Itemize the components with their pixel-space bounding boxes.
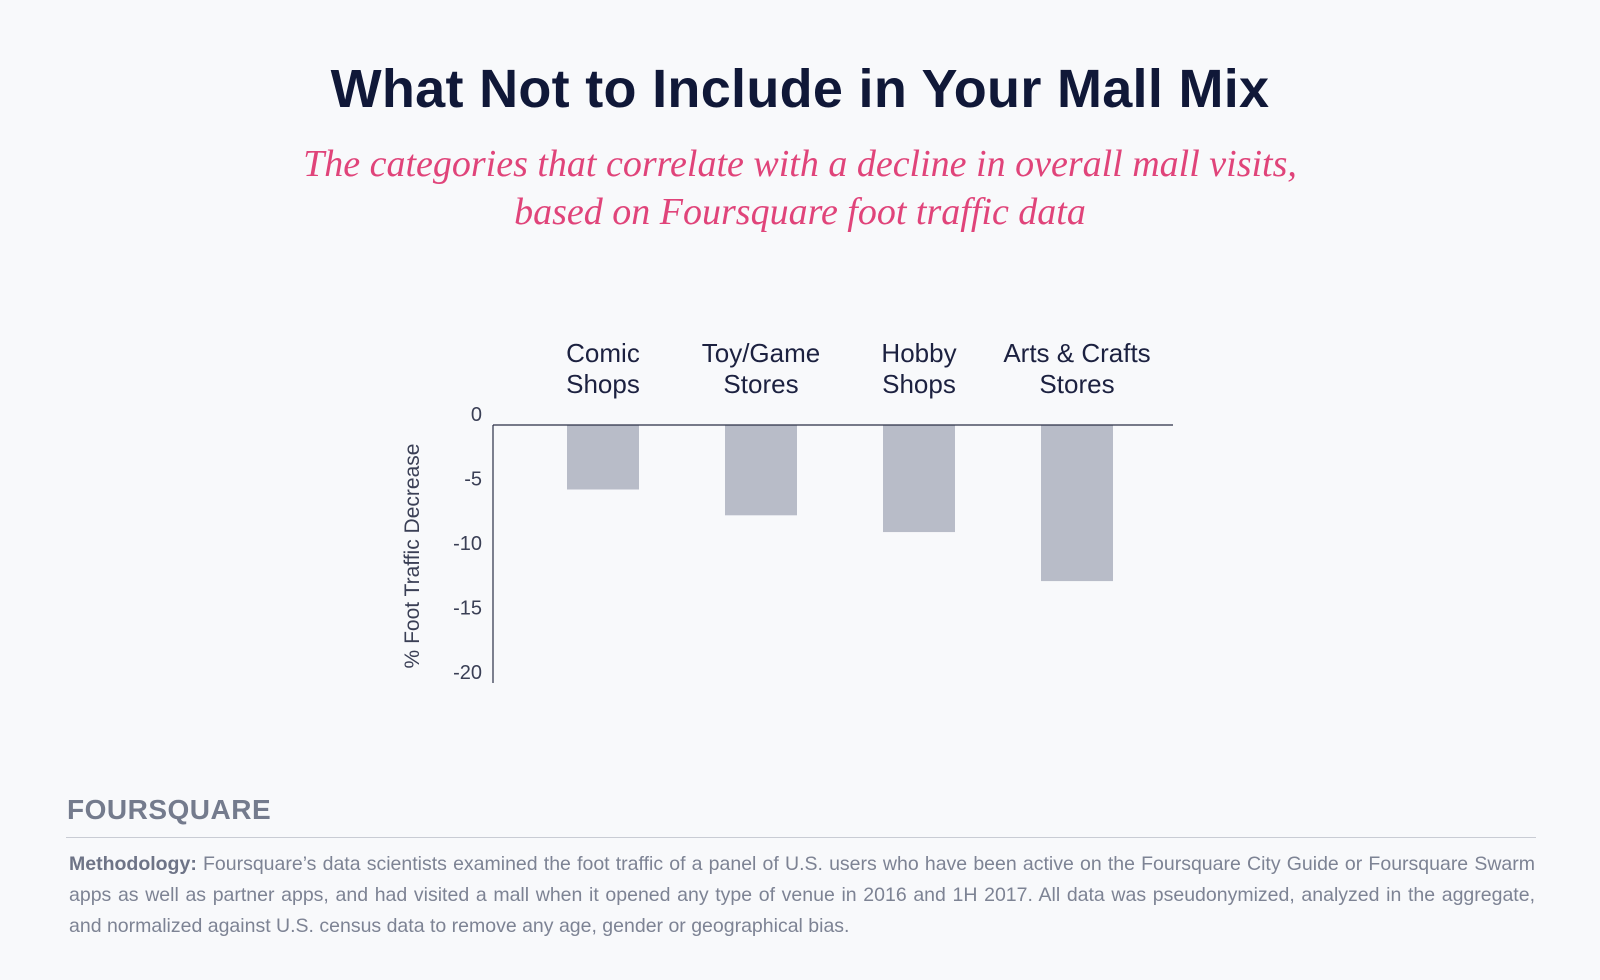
methodology-note: Methodology: Foursquare’s data scientist…: [69, 849, 1535, 942]
category-label-1-line-0: Toy/Game: [702, 338, 821, 368]
chart-title: What Not to Include in Your Mall Mix: [330, 59, 1270, 119]
y-tick-label-1: -5: [464, 469, 482, 491]
category-label-0-line-1: Shops: [566, 369, 640, 399]
foursquare-logo: FOURSQUARE: [67, 794, 272, 825]
bar-chart: 0 -5 -10 -15 -20 % Foot Traffic Decrease Comic…: [401, 338, 1173, 684]
methodology-label: Methodology:: [69, 853, 197, 875]
bar-0: [567, 425, 639, 490]
bar-1: [725, 425, 797, 516]
category-label-2-line-0: Hobby: [881, 338, 956, 368]
y-axis-label: % Foot Traffic Decrease: [401, 444, 424, 669]
category-label-1-line-1: Stores: [723, 369, 798, 399]
category-label-0-line-0: Comic: [566, 338, 640, 368]
chart-subtitle: The categories that correlate with a dec…: [250, 140, 1350, 236]
category-label-3-line-0: Arts & Crafts: [1003, 338, 1150, 368]
y-tick-label-4: -20: [453, 662, 482, 684]
y-tick-label-2: -10: [453, 533, 482, 555]
bar-3: [1041, 425, 1113, 582]
footer-divider: [66, 837, 1536, 838]
category-label-3-line-1: Stores: [1039, 369, 1114, 399]
subtitle-line-1: The categories that correlate with a dec…: [303, 143, 1297, 185]
y-tick-label-0: 0: [471, 404, 482, 426]
bar-2: [883, 425, 955, 533]
category-label-2-line-1: Shops: [882, 369, 956, 399]
y-tick-label-3: -15: [453, 598, 482, 620]
subtitle-line-2: based on Foursquare foot traffic data: [514, 191, 1086, 233]
methodology-text: Foursquare’s data scientists examined th…: [69, 853, 1535, 937]
